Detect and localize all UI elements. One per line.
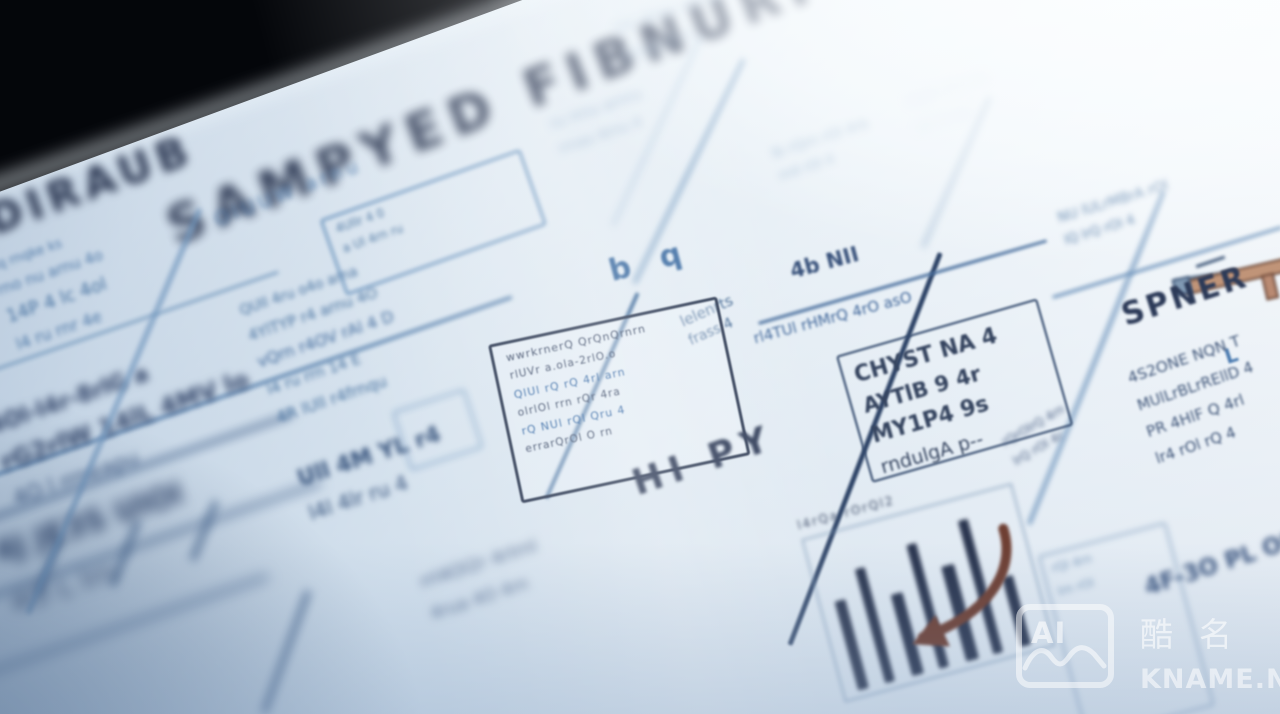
- mountain-icon: [1022, 645, 1107, 671]
- brand-url: KNAME.NET: [1140, 664, 1280, 695]
- brand-name-cn: 酷名: [1140, 615, 1258, 654]
- watermark-text: 酷名 KNAME.NET: [1140, 604, 1280, 695]
- watermark-logo: AI: [1016, 604, 1114, 688]
- watermark: AI 酷名 KNAME.NET: [1016, 604, 1280, 695]
